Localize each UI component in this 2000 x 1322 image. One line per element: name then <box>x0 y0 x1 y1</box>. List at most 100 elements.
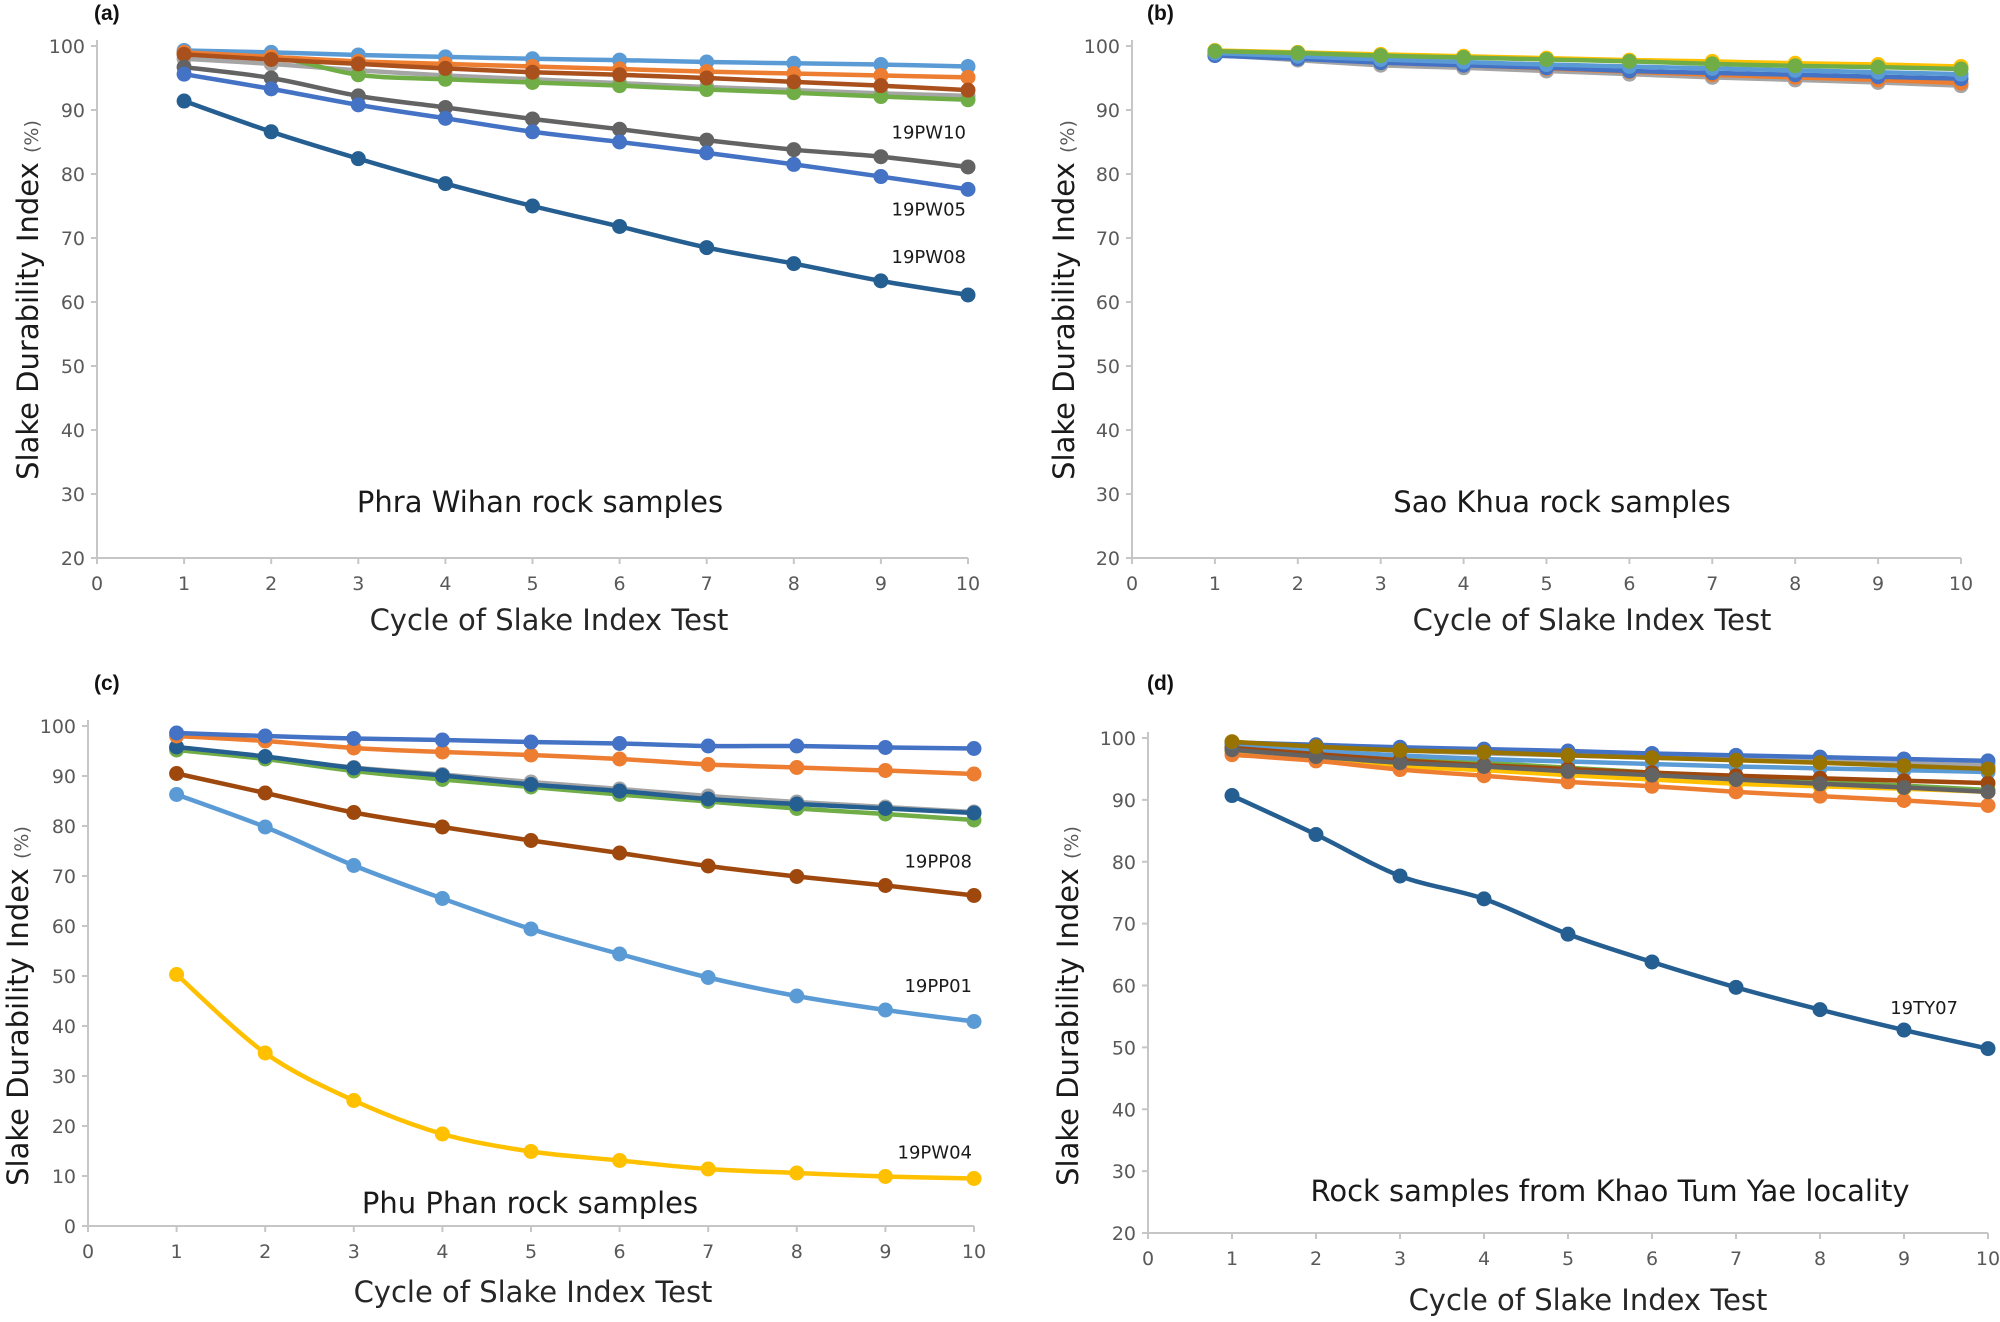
x-tick-label: 4 <box>439 573 451 595</box>
data-point <box>786 156 802 172</box>
data-point <box>434 819 450 835</box>
data-point <box>1644 778 1660 794</box>
x-tick-label: 2 <box>265 573 277 595</box>
x-tick-label: 7 <box>1730 1248 1742 1270</box>
data-point <box>699 70 715 86</box>
y-tick-label: 40 <box>1112 1099 1136 1121</box>
chart-caption: Phu Phan rock samples <box>362 1186 698 1220</box>
series-line <box>176 744 975 816</box>
data-point <box>523 833 539 848</box>
x-tick-label: 0 <box>1126 573 1138 595</box>
data-point <box>700 791 716 807</box>
data-point <box>1207 43 1223 59</box>
y-axis-title: Slake Durability Index (%) <box>11 120 45 480</box>
series-19ty07 <box>1224 788 1996 1057</box>
data-point <box>257 749 273 764</box>
y-tick-label: 80 <box>1096 164 1120 186</box>
data-point <box>699 240 715 256</box>
data-point <box>786 256 802 272</box>
x-tick-label: 6 <box>614 573 626 595</box>
data-point <box>1392 868 1408 884</box>
series-line <box>1231 739 1989 772</box>
y-tick-label: 50 <box>1096 356 1120 378</box>
y-tick-label: 10 <box>52 1166 76 1188</box>
data-point <box>169 787 185 802</box>
data-point <box>966 741 982 756</box>
x-tick-label: 3 <box>352 573 364 595</box>
data-point <box>434 744 450 760</box>
y-axis-title-text: Slake Durability Index <box>1047 162 1081 480</box>
y-tick-label: 90 <box>1096 100 1120 122</box>
data-point <box>350 97 366 113</box>
y-tick-label: 60 <box>1112 976 1136 998</box>
data-point <box>1787 58 1803 74</box>
series-line <box>183 98 969 298</box>
x-tick-label: 6 <box>1646 1248 1658 1270</box>
data-point <box>257 1045 273 1061</box>
axes-layer: 0 10 20 30 40 50 60 70 80 90 100 0 1 2 3 4 5 6 7 8 9 10 <box>40 716 986 1263</box>
data-point <box>1896 792 1912 808</box>
data-point <box>1704 56 1720 72</box>
data-point <box>350 56 366 72</box>
y-tick-label: 60 <box>61 292 85 314</box>
y-axis-title-text: Slake Durability Index <box>1051 868 1085 1186</box>
data-point <box>786 74 802 90</box>
data-point <box>263 51 279 67</box>
panel-label: (a) <box>94 2 120 25</box>
data-point <box>437 60 453 76</box>
data-point <box>789 796 805 812</box>
data-point <box>1560 763 1576 779</box>
series-19pp08 <box>169 766 982 903</box>
data-point <box>612 78 628 94</box>
x-tick-label: 10 <box>1949 573 1973 595</box>
series-series-blue <box>169 725 982 756</box>
data-point <box>877 740 893 755</box>
data-point <box>346 731 362 746</box>
data-point <box>525 124 540 140</box>
y-tick-label: 80 <box>52 816 76 838</box>
data-point <box>873 169 889 185</box>
data-point <box>1728 752 1744 768</box>
data-point <box>1644 954 1660 970</box>
x-tick-label: 7 <box>702 1241 714 1263</box>
data-point <box>1476 891 1492 907</box>
data-point <box>346 1093 362 1108</box>
data-point <box>434 1126 450 1142</box>
y-tick-label: 30 <box>1112 1161 1136 1183</box>
y-tick-label: 40 <box>61 420 85 442</box>
data-point <box>1290 45 1306 61</box>
data-point <box>1812 776 1828 792</box>
series-19pw08 <box>176 93 976 303</box>
series-line <box>1231 752 1989 808</box>
x-tick-label: 9 <box>875 573 887 595</box>
data-point <box>699 82 715 98</box>
data-point <box>960 287 976 303</box>
series-line <box>175 972 975 1181</box>
data-point <box>1980 797 1996 813</box>
y-tick-label: 100 <box>49 36 85 58</box>
series-line <box>183 52 969 93</box>
data-point <box>1870 59 1886 75</box>
series-annotation: 19PP08 <box>904 852 972 873</box>
y-axis-title-text: Slake Durability Index <box>11 162 45 480</box>
x-tick-label: 6 <box>614 1241 626 1263</box>
series-layer: 19PW10 19PW05 19PW08 <box>176 42 976 303</box>
x-tick-label: 0 <box>91 573 103 595</box>
data-point <box>1308 827 1324 843</box>
data-point <box>873 78 889 94</box>
series-annotation: 19PP01 <box>904 976 972 997</box>
series-layer: 19PP08 19PP01 19PW04 <box>169 725 982 1186</box>
y-tick-label: 50 <box>61 356 85 378</box>
y-tick-label: 50 <box>1112 1037 1136 1059</box>
y-tick-label: 20 <box>1112 1223 1136 1245</box>
data-point <box>169 739 185 755</box>
data-point <box>612 134 628 150</box>
y-axis-title-text: Slake Durability Index <box>1 868 35 1186</box>
x-tick-label: 5 <box>1562 1248 1574 1270</box>
y-tick-label: 20 <box>61 548 85 570</box>
series-line <box>183 50 969 80</box>
y-tick-label: 70 <box>1096 228 1120 250</box>
series-series-rust <box>176 46 976 98</box>
data-point <box>789 1165 805 1181</box>
